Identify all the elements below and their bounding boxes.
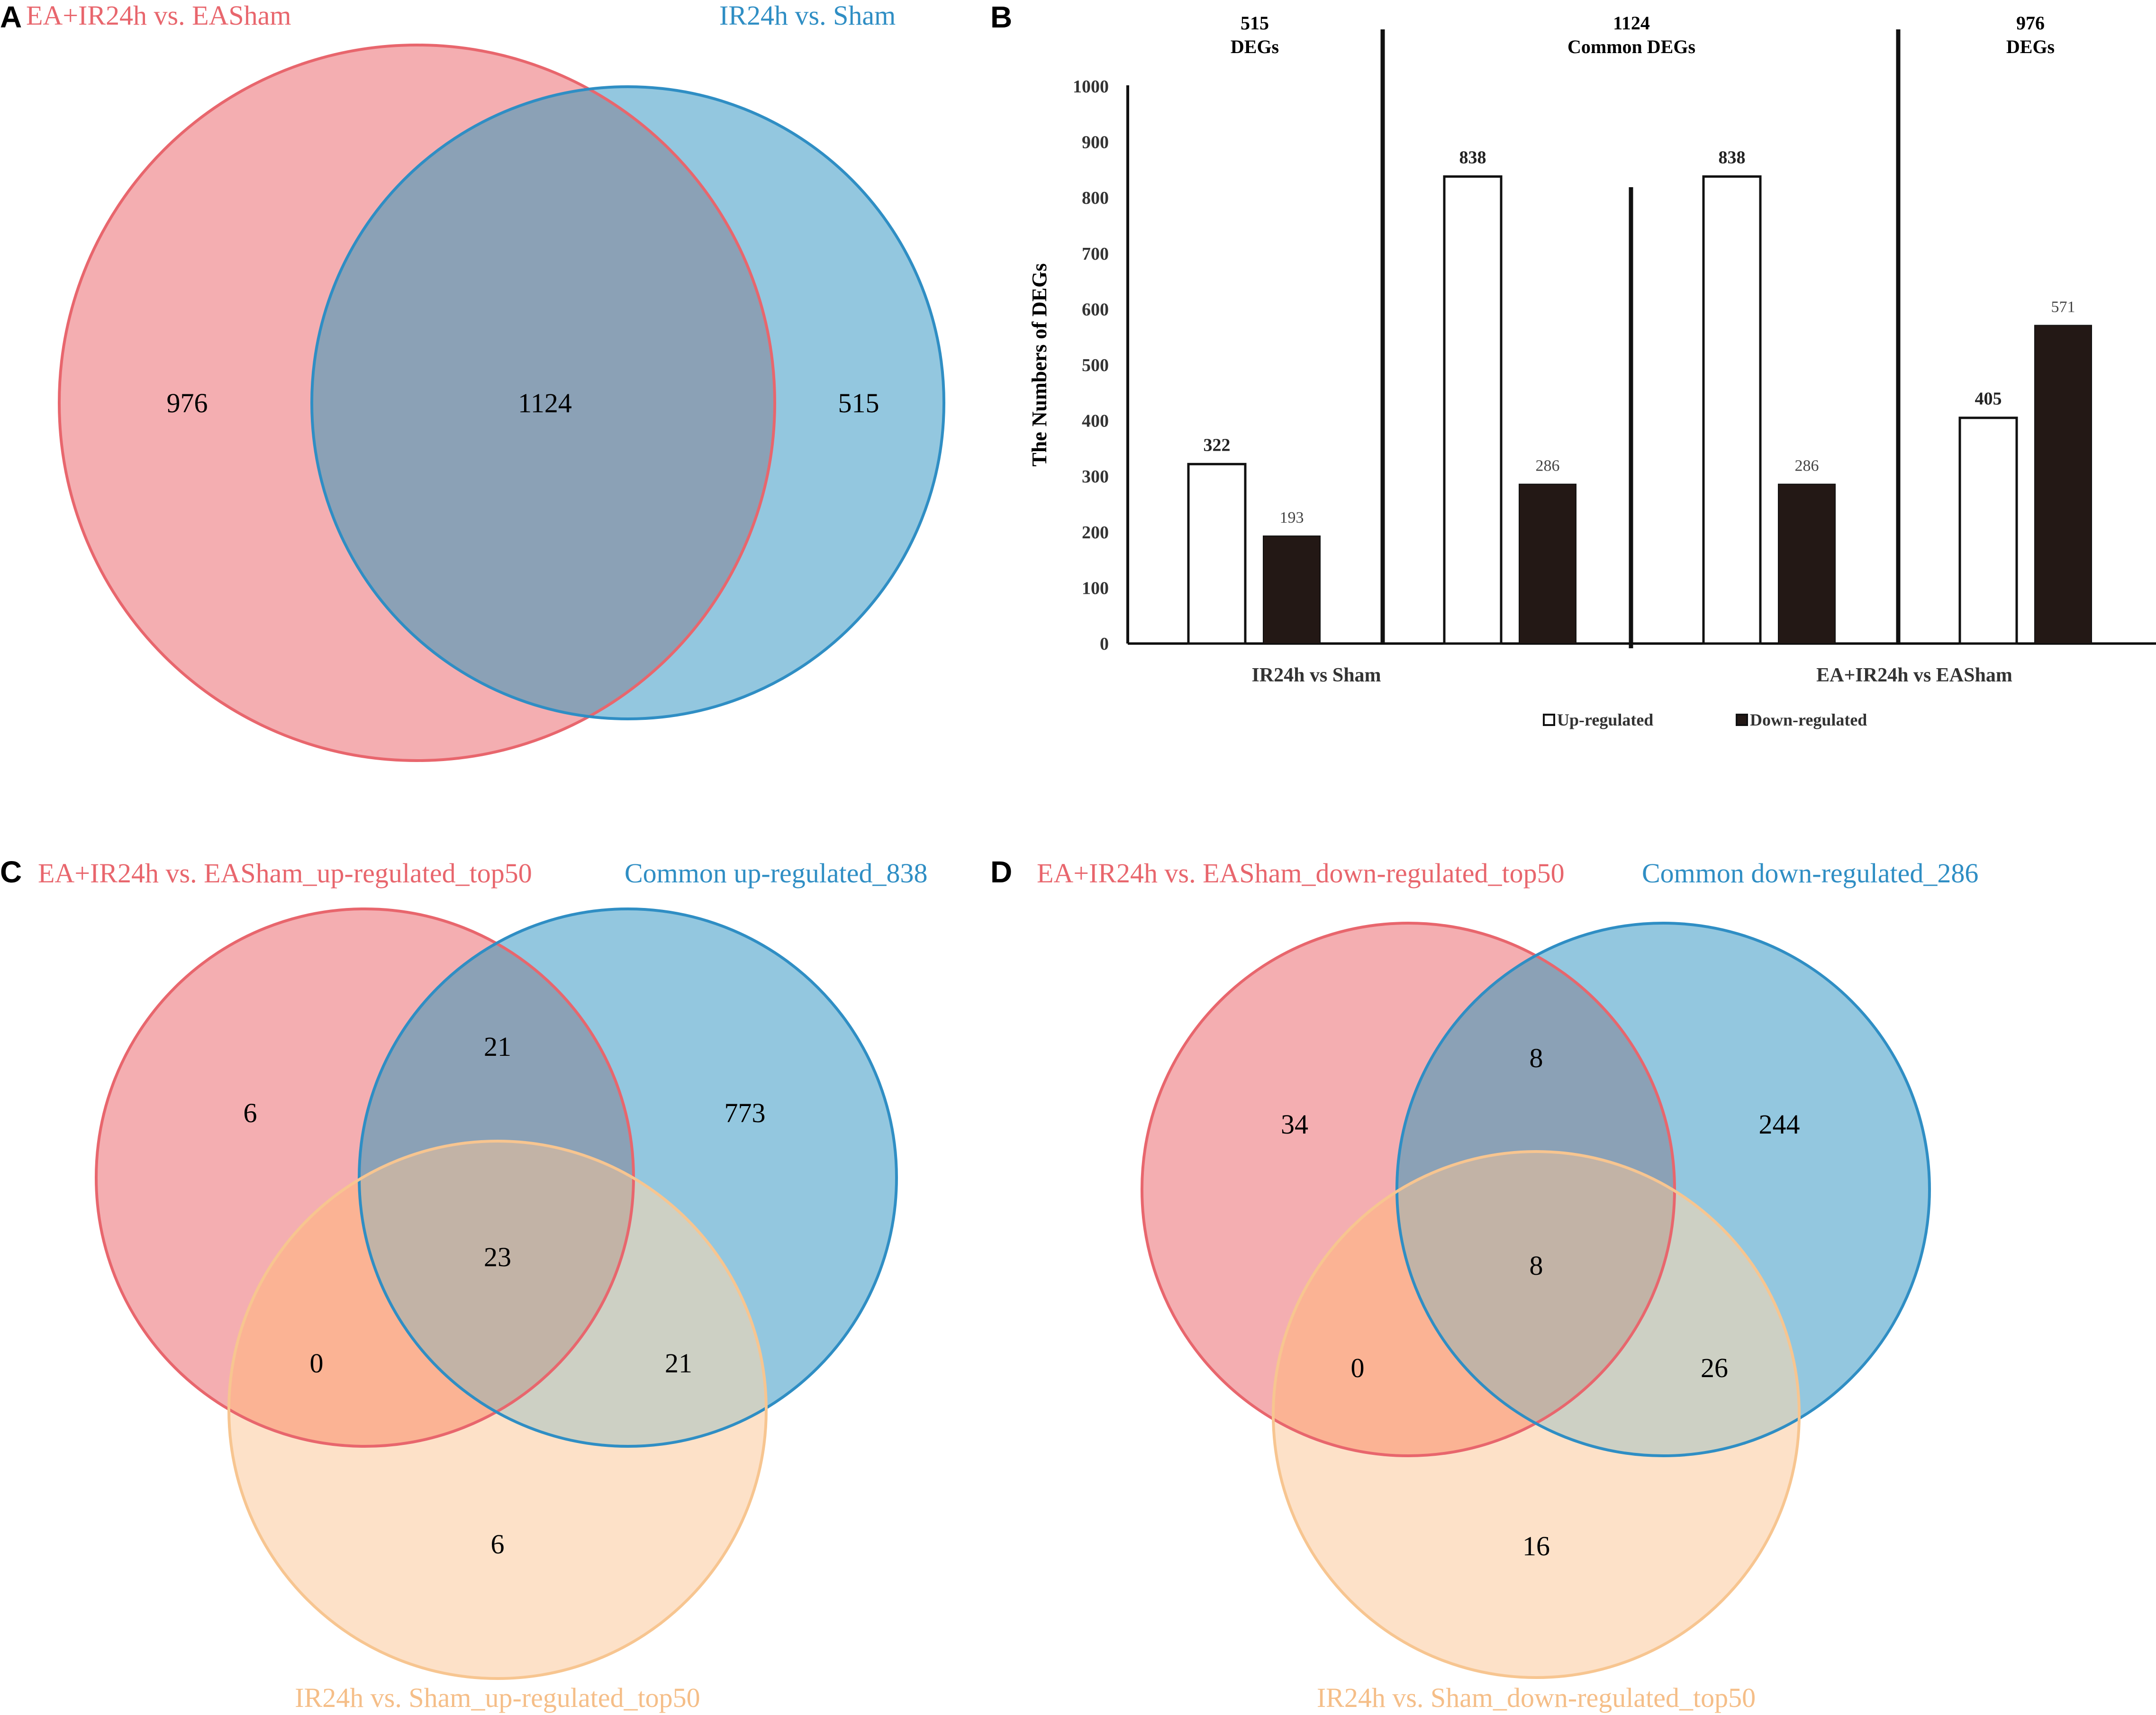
panel-d-label: D [990, 855, 1012, 889]
venn-d-red-orange: 0 [1351, 1352, 1365, 1383]
bar-up-0 [1187, 463, 1247, 645]
panel-a: A EA+IR24h vs. EASham IR24h vs. Sham 976… [0, 0, 945, 762]
bar-down-3 [1519, 483, 1576, 644]
venn-d-red-blue: 8 [1530, 1043, 1543, 1073]
venn-c-red-only: 6 [244, 1098, 257, 1128]
panel-a-label: A [0, 0, 22, 34]
venn-d-blue-title: Common down-regulated_286 [1642, 858, 1978, 889]
venn-a-right-title: IR24h vs. Sham [719, 0, 896, 31]
bar-value-label-4: 838 [1719, 148, 1746, 168]
bar-down-5 [1778, 483, 1836, 644]
venn-c-orange-outline [227, 1140, 768, 1680]
bar-up-6 [1958, 417, 2018, 645]
venn-c-orange-title: IR24h vs. Sham_up-regulated_top50 [295, 1682, 700, 1713]
group-label-1: EA+IR24h vs EASham [1816, 664, 2012, 686]
section-header-count-0: 515 [1241, 12, 1269, 34]
legend-swatch-0 [1543, 714, 1555, 726]
bar-up-2 [1443, 175, 1503, 645]
legend-label-0: Up-regulated [1557, 710, 1653, 729]
venn-a-right-outline [310, 85, 945, 720]
legend-swatch-1 [1736, 714, 1748, 726]
bar-value-label-6: 405 [1975, 389, 2002, 409]
venn-c-all-three: 23 [484, 1242, 511, 1272]
panel-b-label: B [990, 0, 1012, 34]
venn-d-red-only: 34 [1281, 1109, 1308, 1140]
venn-a-right-only: 515 [838, 388, 879, 418]
section-header-text-1: Common DEGs [1567, 36, 1695, 57]
bar-up-4 [1702, 175, 1762, 645]
venn-c-blue-orange: 21 [665, 1348, 692, 1379]
y-tick-label-6: 600 [1082, 299, 1109, 319]
y-tick-label-5: 500 [1082, 355, 1109, 375]
y-tick-label-9: 900 [1082, 133, 1109, 153]
y-tick-label-10: 1000 [1073, 77, 1109, 97]
venn-a-overlap-count: 1124 [518, 388, 572, 418]
venn-c-blue-only: 773 [725, 1098, 766, 1128]
y-axis-title: The Numbers of DEGs [1028, 263, 1051, 466]
legend-label-1: Down-regulated [1750, 710, 1867, 729]
venn-d-all-three: 8 [1530, 1250, 1543, 1281]
venn-d-blue-outline [1395, 922, 1931, 1457]
panel-b: B 0 100 200 300 400 500 600 700 800 900 1000 The Nu… [990, 0, 2156, 729]
bar-value-label-0: 322 [1204, 435, 1231, 455]
bar-value-label-1: 193 [1280, 509, 1304, 526]
section-header-text-2: DEGs [2006, 36, 2055, 57]
y-tick-label-8: 800 [1082, 188, 1109, 208]
group-label-0: IR24h vs Sham [1251, 664, 1381, 686]
panel-d: D EA+IR24h vs. EASham_down-regulated_top… [990, 855, 1978, 1713]
venn-a-left-only: 976 [167, 388, 208, 418]
bar-value-label-7: 571 [2051, 299, 2075, 316]
y-tick-label-3: 300 [1082, 467, 1109, 487]
bar-down-7 [2034, 325, 2092, 644]
panel-c-label: C [0, 855, 22, 889]
venn-c-blue-outline [358, 907, 898, 1448]
venn-d-red-title: EA+IR24h vs. EASham_down-regulated_top50 [1037, 858, 1565, 889]
venn-d-blue-orange: 26 [1701, 1352, 1728, 1383]
y-tick-label-2: 200 [1082, 523, 1109, 543]
venn-c-red-orange: 0 [310, 1348, 324, 1379]
venn-d-orange-outline [1272, 1150, 1801, 1679]
y-tick-label-4: 400 [1082, 411, 1109, 431]
bar-value-label-2: 838 [1459, 148, 1486, 168]
y-tick-label-7: 700 [1082, 244, 1109, 264]
panel-c: C EA+IR24h vs. EASham_up-regulated_top50… [0, 855, 928, 1713]
venn-a-overlap [312, 87, 775, 719]
venn-d-orange-title: IR24h vs. Sham_down-regulated_top50 [1317, 1682, 1756, 1713]
venn-d-blue-only: 244 [1759, 1109, 1800, 1140]
y-tick-label-0: 0 [1100, 634, 1109, 654]
section-header-count-2: 976 [2016, 12, 2045, 34]
y-tick-label-1: 100 [1082, 578, 1109, 598]
venn-c-orange-only: 6 [491, 1529, 505, 1560]
bar-down-1 [1263, 535, 1321, 644]
venn-a-left-title: EA+IR24h vs. EASham [26, 0, 291, 31]
section-header-text-0: DEGs [1231, 36, 1279, 57]
venn-a-left-outline [58, 44, 776, 762]
bar-value-label-3: 286 [1536, 457, 1560, 475]
bar-chart: 0 100 200 300 400 500 600 700 800 900 1000 The Numb… [1028, 12, 2156, 729]
bar-value-label-5: 286 [1795, 457, 1819, 475]
venn-c-red-blue: 21 [484, 1031, 511, 1062]
venn-d-orange-only: 16 [1522, 1531, 1550, 1561]
venn-c-red-title: EA+IR24h vs. EASham_up-regulated_top50 [38, 858, 532, 889]
section-header-count-1: 1124 [1613, 12, 1650, 34]
venn-c-blue-title: Common up-regulated_838 [625, 858, 928, 889]
